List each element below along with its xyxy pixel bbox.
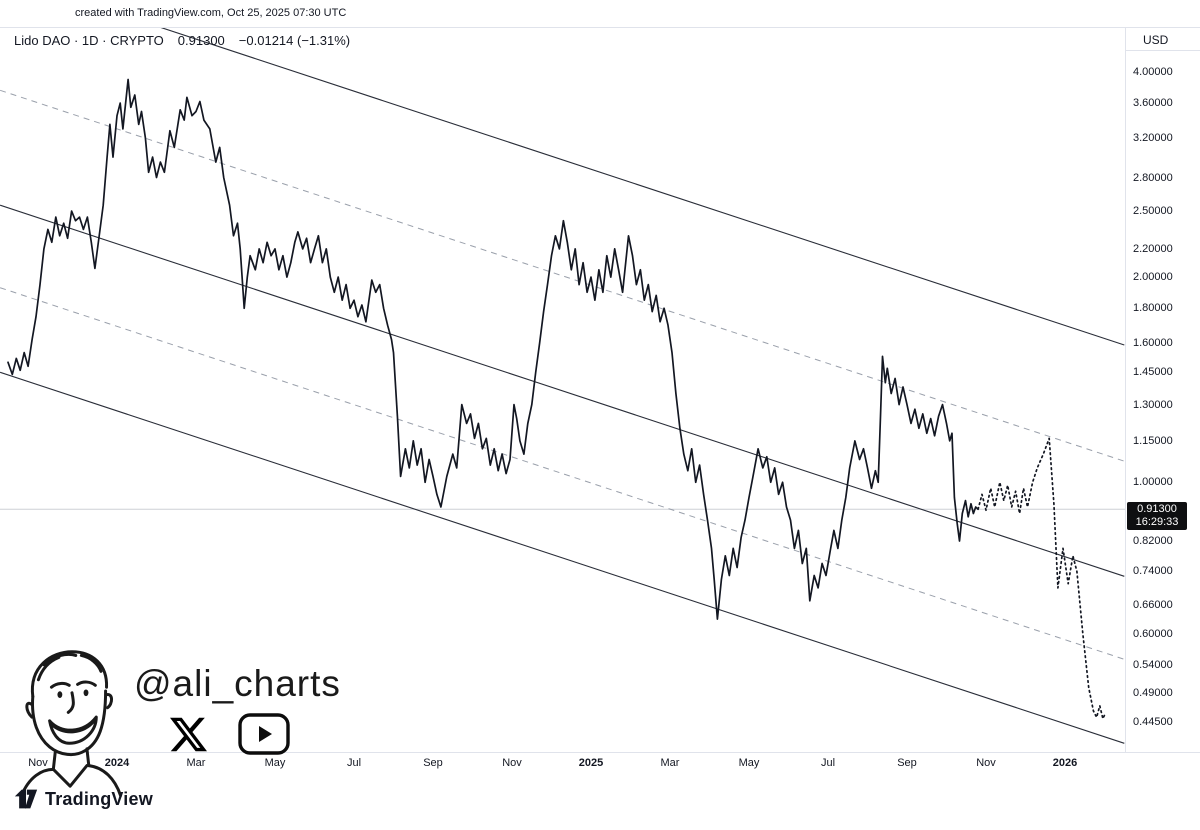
price-tick-label: 0.60000 [1133,628,1173,640]
forecast-line [977,437,1107,720]
price-tick-label: 0.49000 [1133,687,1173,699]
cartoon-face-drawing [20,650,123,797]
price-tick-label: 0.74000 [1133,565,1173,577]
time-axis-label: May [738,757,760,769]
attribution-caption: created with TradingView.com, Oct 25, 20… [75,7,347,19]
price-tick-label: 1.60000 [1133,337,1173,349]
price-tick-label: 3.60000 [1133,97,1173,109]
time-axis-label: 2025 [578,757,604,769]
price-tick-label: 2.00000 [1133,271,1173,283]
time-axis-label: Nov [28,757,48,769]
currency-label: USD [1143,33,1169,47]
price-tick-label: 0.66000 [1133,599,1173,611]
price-tick-label: 4.00000 [1133,66,1173,78]
time-axis-label: Mar [660,757,680,769]
badge-countdown: 16:29:33 [1135,516,1179,528]
time-axis-label: Sep [423,757,443,769]
last-price: 0.91300 [177,33,225,48]
price-tick-label: 3.20000 [1133,132,1173,144]
price-tick-label: 0.82000 [1133,535,1173,547]
price-tick-label: 1.00000 [1133,476,1173,488]
youtube-logo-icon [238,713,290,755]
price-tick-label: 2.20000 [1133,243,1173,255]
price-tick-label: 1.80000 [1133,302,1173,314]
channel-line-4-dashed [0,287,1125,660]
channel-line-5-solid [0,371,1125,744]
tradingview-logo-mark [14,789,38,809]
price-tick-label: 2.80000 [1133,172,1173,184]
time-axis-label: May [264,757,286,769]
tradingview-logo[interactable]: TradingView [14,788,153,810]
time-axis-label: Jul [820,757,836,769]
time-axis[interactable]: Nov 2024 Mar May Jul Sep Nov 2025 Mar May Jul Sep No… [0,753,1200,775]
time-axis-label: Mar [186,757,206,769]
badge-price: 0.91300 [1137,503,1177,515]
price-line [7,78,979,620]
time-axis-label: Nov [502,757,522,769]
price-tick-label: 2.50000 [1133,205,1173,217]
time-axis-label: Nov [976,757,996,769]
price-axis-border [1125,28,1126,752]
price-tick-label: 1.15000 [1133,435,1173,447]
chart-legend: Lido DAO · 1D · CRYPTO 0.91300 −0.01214 … [14,33,350,48]
time-axis-label: Jul [346,757,362,769]
time-axis-label: 2024 [104,757,130,769]
widget-top-border [0,27,1200,28]
x-logo-icon [170,717,207,752]
chart-pane[interactable] [0,28,1125,752]
tradingview-brand-text: TradingView [45,788,153,809]
price-axis[interactable]: 4.00000 3.60000 3.20000 2.80000 2.50000 2.200… [1125,28,1200,752]
time-axis-label: 2026 [1052,757,1078,769]
symbol-title[interactable]: Lido DAO · 1D · CRYPTO [14,33,164,48]
channel-line-1-solid [160,28,1125,346]
channel-line-3-solid [0,204,1125,577]
watermark-handle: @ali_charts [134,663,341,704]
price-tick-label: 0.54000 [1133,659,1173,671]
current-price-badge: 0.91300 16:29:33 [1127,502,1187,530]
time-axis-border [0,752,1200,753]
watermark: @ali_charts [0,630,420,810]
currency-separator [1125,50,1200,51]
time-axis-label: Sep [897,757,917,769]
price-change: −0.01214 (−1.31%) [238,33,351,48]
price-tick-label: 1.45000 [1133,366,1173,378]
price-tick-label: 0.44500 [1133,716,1173,728]
price-tick-label: 1.30000 [1133,399,1173,411]
